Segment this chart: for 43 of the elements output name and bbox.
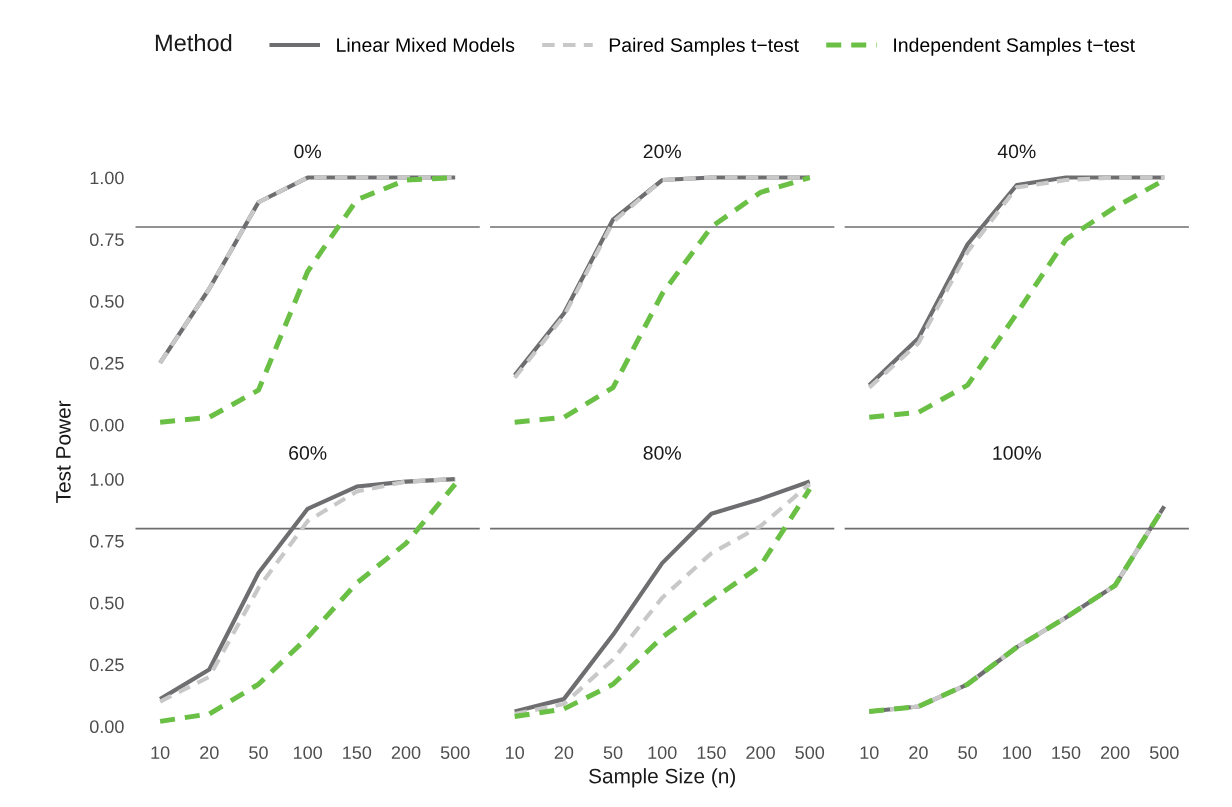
x-tick-label: 10 [860, 746, 879, 760]
chart-title: 20% [643, 144, 681, 159]
y-axis-title: Test Power [56, 400, 71, 503]
x-tick-label: 150 [1052, 746, 1081, 760]
x-tick-label: 20 [200, 746, 219, 760]
x-tick-label: 50 [603, 746, 623, 760]
x-tick-label: 200 [746, 746, 775, 760]
x-axis-title: Sample Size (n) [589, 768, 736, 788]
x-tick-label: 100 [1003, 746, 1032, 760]
x-tick-label: 500 [795, 746, 825, 760]
x-tick-label: 150 [697, 746, 726, 760]
y-tick-label: 0.75 [89, 534, 124, 548]
legend-title: Method [155, 33, 232, 52]
y-tick-label: 0.00 [89, 720, 124, 734]
chart-title: 80% [643, 446, 681, 460]
x-tick-label: 50 [958, 746, 977, 760]
chart-title: 0% [294, 144, 321, 159]
x-tick-label: 20 [909, 746, 928, 760]
x-tick-label: 10 [151, 746, 170, 760]
x-tick-label: 20 [554, 746, 574, 760]
y-tick-label: 0.50 [89, 295, 124, 308]
chart-title: 40% [997, 144, 1036, 159]
y-tick-label: 0.00 [89, 418, 124, 432]
y-tick-label: 1.00 [90, 473, 124, 486]
y-tick-label: 0.50 [89, 596, 124, 610]
legend-label: Linear Mixed Models [337, 37, 515, 52]
y-tick-label: 0.25 [89, 658, 124, 672]
y-tick-label: 0.25 [89, 356, 124, 370]
y-tick-label: 1.00 [90, 171, 124, 185]
x-tick-label: 500 [440, 746, 470, 760]
chart-title: 60% [289, 446, 327, 460]
y-tick-label: 0.75 [89, 233, 124, 247]
x-tick-label: 200 [391, 746, 421, 760]
x-tick-label: 200 [1100, 746, 1130, 760]
chart-title: 100% [993, 446, 1041, 460]
x-tick-label: 50 [249, 746, 268, 760]
x-tick-label: 150 [343, 746, 372, 760]
legend-label: Independent Samples t−test [894, 37, 1135, 56]
x-tick-label: 100 [648, 746, 677, 760]
x-tick-label: 10 [506, 746, 525, 760]
x-tick-label: 100 [293, 746, 322, 760]
x-tick-label: 500 [1149, 746, 1179, 760]
legend-label: Paired Samples t−test [609, 37, 799, 56]
